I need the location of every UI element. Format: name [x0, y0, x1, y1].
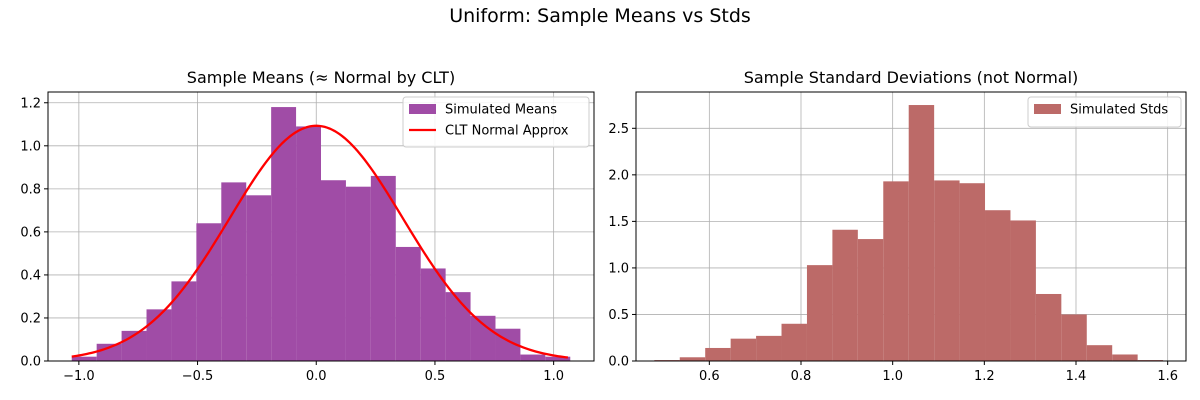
- stds-histogram-bar: [959, 183, 986, 361]
- stds-axes-frame: [635, 91, 1187, 362]
- stds-histogram-bar: [857, 239, 884, 361]
- stds-y-tick-label: 2.5: [608, 122, 629, 137]
- means-histogram-bar: [96, 343, 122, 361]
- means-histogram-bar: [246, 195, 272, 361]
- stds-legend-box: [1027, 96, 1182, 128]
- means-histogram-panel: −1.0 −0.5 0.0 0.5 1.0 0.0 0.2 0.4 0.6 0.8 1.0 1.2 Sa…: [20, 68, 595, 384]
- means-legend: Simulated Means CLT Normal Approx: [402, 96, 590, 148]
- means-y-tick-label: 0.6: [20, 225, 41, 240]
- stds-y-tick-label: 1.5: [608, 215, 629, 230]
- means-histogram-bar: [470, 315, 496, 361]
- stds-histogram-bar: [934, 180, 960, 361]
- stds-x-tick-label: 1.2: [974, 369, 995, 384]
- stds-x-tick-label: 1.6: [1157, 369, 1178, 384]
- means-histogram-bar: [520, 354, 546, 361]
- stds-y-tick-label: 2.0: [608, 168, 629, 183]
- means-y-tick-label: 1.2: [20, 96, 41, 111]
- means-legend-swatch: [409, 104, 436, 114]
- means-histogram-bar: [296, 126, 321, 361]
- means-y-tick-label: 0.8: [20, 182, 41, 197]
- means-y-tick-label: 1.0: [20, 139, 41, 154]
- means-y-tick-label: 0.0: [20, 355, 41, 370]
- stds-x-tick-label: 0.6: [699, 369, 720, 384]
- stds-x-tick-label: 1.0: [882, 369, 903, 384]
- means-x-tick-label: 0.0: [306, 369, 327, 384]
- means-histogram-bar: [271, 107, 297, 362]
- means-histogram-bar: [196, 223, 222, 361]
- means-histogram-bar: [395, 246, 421, 361]
- means-legend-label: Simulated Means: [445, 103, 557, 118]
- means-histogram-bar: [71, 356, 97, 361]
- stds-histogram-bar: [1061, 314, 1087, 361]
- figure-suptitle: Uniform: Sample Means vs Stds: [449, 5, 751, 27]
- means-y-tick-label: 0.4: [20, 268, 41, 283]
- stds-legend-label: Simulated Stds: [1070, 103, 1168, 118]
- stds-histogram-bar: [883, 181, 909, 361]
- means-histogram-bar: [445, 292, 471, 361]
- means-chart-title: Sample Means (≈ Normal by CLT): [187, 68, 455, 87]
- stds-y-tick-label: 1.0: [608, 261, 629, 276]
- means-histogram-bar: [545, 356, 571, 361]
- stds-legend: Simulated Stds: [1027, 96, 1182, 128]
- means-legend-box: [402, 96, 590, 148]
- means-legend-label: CLT Normal Approx: [445, 124, 569, 139]
- stds-legend-swatch: [1034, 104, 1061, 114]
- stds-histogram-bar: [908, 105, 935, 361]
- stds-y-tick-label: 0.0: [608, 355, 629, 370]
- stds-chart-title: Sample Standard Deviations (not Normal): [744, 68, 1079, 87]
- stds-histogram-bar: [756, 335, 782, 361]
- means-histogram-bar: [321, 180, 346, 361]
- stds-x-tick-label: 1.4: [1066, 369, 1087, 384]
- stds-histogram-bar: [806, 265, 833, 361]
- stds-histogram-bar: [679, 357, 706, 361]
- means-histogram-bar: [345, 186, 371, 361]
- means-x-tick-label: 0.5: [425, 369, 446, 384]
- means-x-tick-label: −0.5: [182, 369, 214, 384]
- stds-histogram-bar: [985, 210, 1011, 361]
- means-histogram-bar: [370, 175, 396, 361]
- stds-histogram-bar: [1086, 345, 1113, 361]
- stds-y-tick-label: 0.5: [608, 308, 629, 323]
- stds-histogram-panel: 0.6 0.8 1.0 1.2 1.4 1.6 0.0 0.5 1.0 1.5 2.0 2.5 Samp…: [608, 68, 1187, 384]
- stds-histogram-bar: [1035, 293, 1062, 361]
- stds-x-tick-label: 0.8: [791, 369, 812, 384]
- stds-histogram-bar: [1010, 220, 1036, 361]
- means-y-tick-label: 0.2: [20, 311, 41, 326]
- means-normal-curve-line: [71, 124, 569, 359]
- stds-histogram-bar: [730, 338, 757, 361]
- stds-histogram-bar: [1112, 354, 1138, 361]
- means-histogram-bar: [171, 281, 197, 361]
- means-histogram-bar: [420, 268, 446, 361]
- means-x-tick-label: −1.0: [63, 369, 95, 384]
- means-axes-frame: [47, 91, 595, 362]
- means-histogram-bar: [221, 182, 247, 361]
- stds-histogram-bar: [832, 229, 858, 361]
- means-x-tick-label: 1.0: [543, 369, 564, 384]
- stds-histogram-bar: [781, 323, 807, 361]
- stds-histogram-bar: [705, 347, 731, 361]
- means-histogram-bar: [146, 309, 172, 361]
